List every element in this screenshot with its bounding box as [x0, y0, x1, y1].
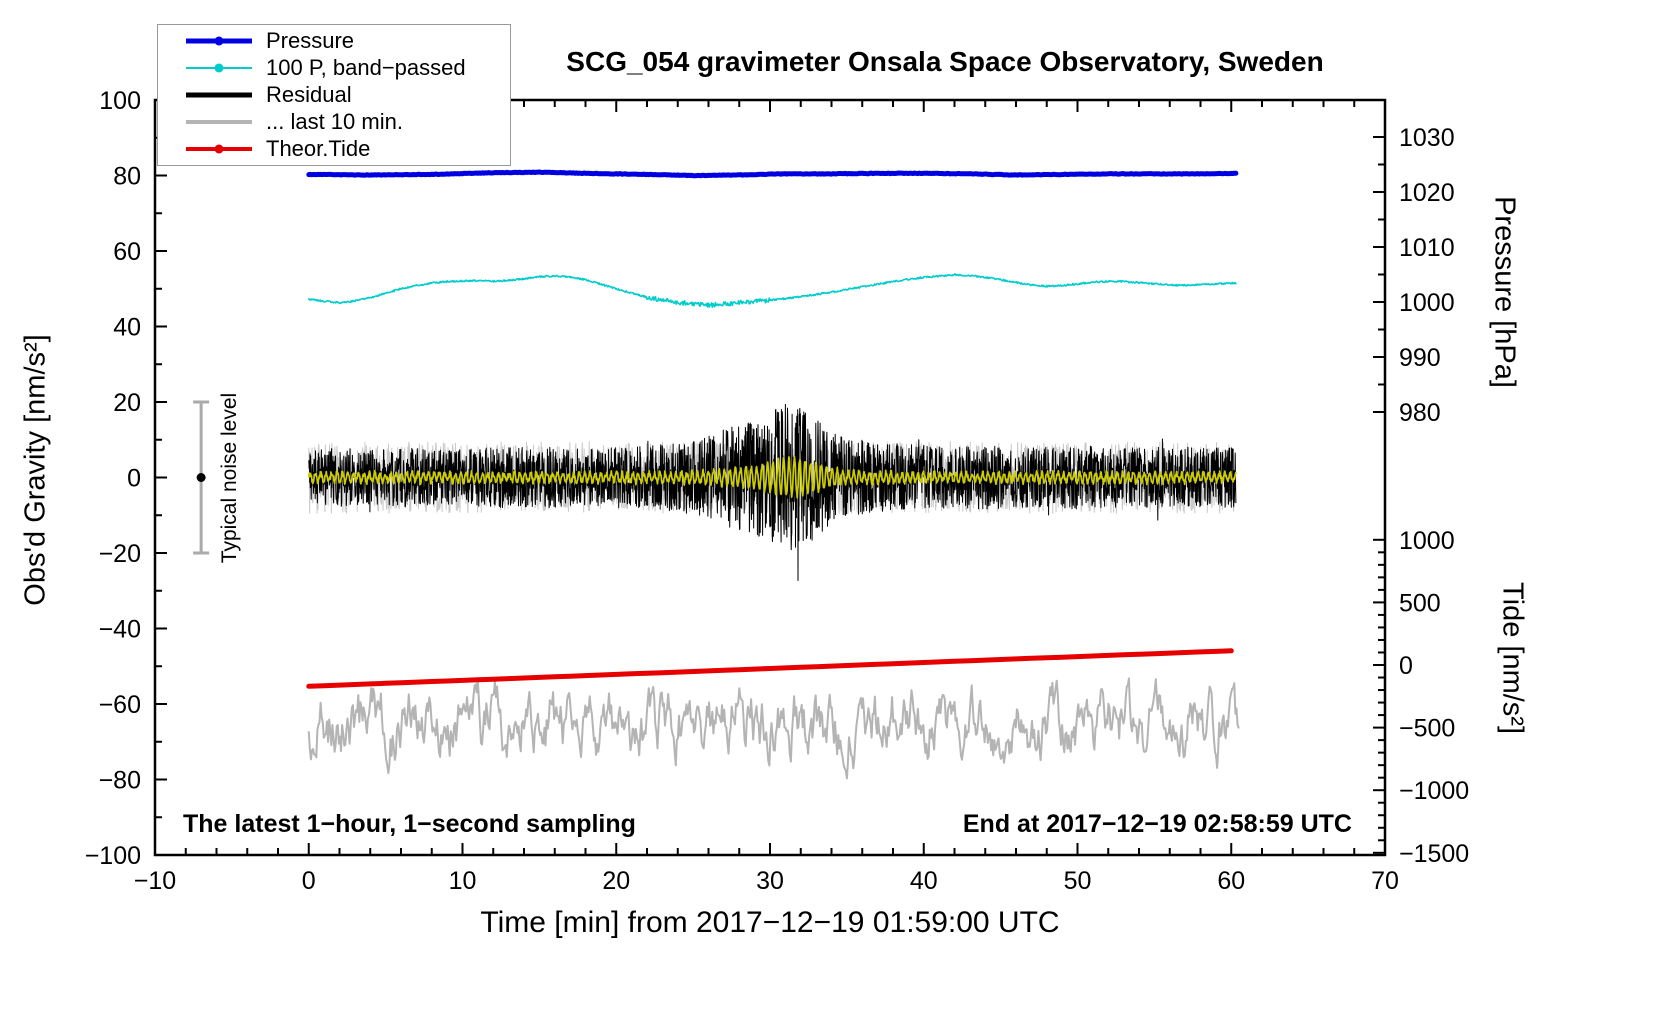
- tick-label: 20: [113, 389, 141, 417]
- legend: Pressure 100 P, band−passed Residual ...…: [157, 24, 511, 166]
- tick-label: 990: [1399, 344, 1441, 372]
- legend-label: 100 P, band−passed: [266, 55, 466, 81]
- tick-label: 60: [113, 238, 141, 266]
- tick-label: 0: [1399, 652, 1413, 680]
- tick-label: −1500: [1399, 840, 1469, 868]
- tick-label: 80: [113, 163, 141, 191]
- y-axis-label-tide: Tide [nm/s²]: [1496, 581, 1529, 735]
- residual-line-swatch-icon: [186, 89, 252, 101]
- tick-label: −1000: [1399, 777, 1469, 805]
- tick-label: 1020: [1399, 179, 1455, 207]
- pressure-axis-ticks: 1030 1020 1010 1000 990 980: [1373, 124, 1455, 427]
- tick-label: −500: [1399, 715, 1455, 743]
- series-theor_tide: [306, 648, 1234, 689]
- tick-label: 1030: [1399, 124, 1455, 152]
- tick-label: 60: [1217, 867, 1245, 895]
- tick-label: −40: [99, 616, 141, 644]
- tick-label: 40: [910, 867, 938, 895]
- tick-label: 0: [302, 867, 316, 895]
- tick-label: 1010: [1399, 234, 1455, 262]
- tick-label: 100: [99, 87, 141, 115]
- legend-label: Pressure: [266, 28, 355, 54]
- y-axis-label-pressure: Pressure [hPa]: [1488, 196, 1521, 388]
- series-band_passed: [308, 273, 1237, 308]
- series-residual_last10: [307, 677, 1240, 780]
- tick-label: 20: [602, 867, 630, 895]
- legend-label: Theor.Tide: [266, 135, 371, 161]
- tick-label: 500: [1399, 589, 1441, 617]
- noise-level-dot-icon: [196, 473, 206, 482]
- tick-label: 0: [127, 465, 141, 493]
- tick-label: 1000: [1399, 527, 1455, 555]
- theor-tide-line-swatch-icon: [186, 143, 252, 155]
- tick-label: −60: [99, 691, 141, 719]
- sampling-note: The latest 1−hour, 1−second sampling: [183, 810, 636, 838]
- tick-label: 1000: [1399, 289, 1455, 317]
- tick-label: 10: [449, 867, 477, 895]
- y-axis-label-gravity: Obs'd Gravity [nm/s²]: [19, 334, 52, 606]
- legend-label: ... last 10 min.: [266, 108, 403, 134]
- legend-item-last10: ... last 10 min.: [158, 109, 510, 135]
- tide-axis-ticks: 1000 500 0 −500 −1000 −1500: [1373, 527, 1469, 868]
- noise-level-label: Typical noise level: [218, 392, 241, 564]
- legend-item-theor-tide: Theor.Tide: [158, 136, 510, 162]
- gravity-axis-ticks: 100 80 60 40 20 0 −20 −40 −60 −80 −100: [85, 87, 167, 870]
- tick-label: 980: [1399, 399, 1441, 427]
- tick-label: 50: [1064, 867, 1092, 895]
- tick-label: 40: [113, 314, 141, 342]
- legend-item-band-passed: 100 P, band−passed: [158, 55, 510, 81]
- end-time-note: End at 2017−12−19 02:58:59 UTC: [962, 810, 1352, 838]
- tick-label: 30: [756, 867, 784, 895]
- pressure-line-swatch-icon: [186, 35, 252, 47]
- legend-item-residual: Residual: [158, 82, 510, 108]
- tick-label: −100: [85, 842, 141, 870]
- tick-label: −20: [99, 540, 141, 568]
- noise-level-bar: [193, 400, 210, 555]
- tick-label: 70: [1371, 867, 1399, 895]
- chart-title: SCG_054 gravimeter Onsala Space Observat…: [566, 46, 1324, 77]
- series-pressure: [306, 169, 1239, 179]
- series-residual: [308, 403, 1237, 581]
- x-axis-label: Time [min] from 2017−12−19 01:59:00 UTC: [480, 906, 1060, 939]
- legend-item-pressure: Pressure: [158, 28, 510, 54]
- tick-label: −80: [99, 767, 141, 795]
- band-passed-line-swatch-icon: [186, 62, 252, 74]
- last10-line-swatch-icon: [186, 116, 252, 128]
- series-residual_smoothed: [307, 455, 1237, 499]
- tick-label: −10: [134, 867, 176, 895]
- legend-label: Residual: [266, 81, 352, 107]
- series-group: [306, 169, 1240, 780]
